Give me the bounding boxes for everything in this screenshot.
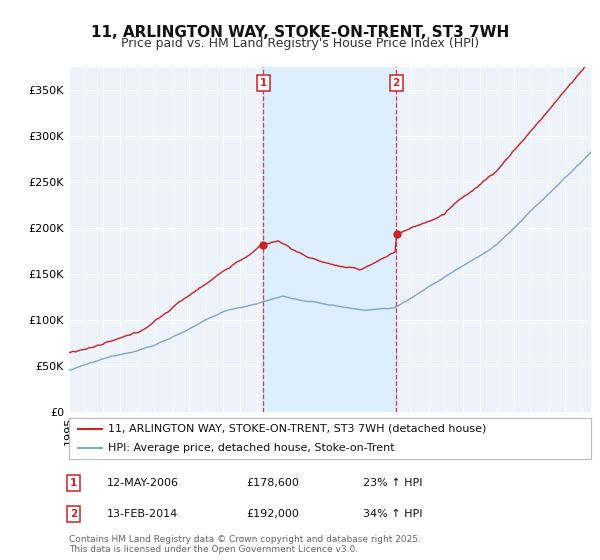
Bar bbox=[263, 67, 396, 412]
Text: 1: 1 bbox=[260, 78, 267, 88]
Text: 11, ARLINGTON WAY, STOKE-ON-TRENT, ST3 7WH (detached house): 11, ARLINGTON WAY, STOKE-ON-TRENT, ST3 7… bbox=[108, 424, 487, 434]
Text: £178,600: £178,600 bbox=[246, 478, 299, 488]
Text: HPI: Average price, detached house, Stoke-on-Trent: HPI: Average price, detached house, Stok… bbox=[108, 443, 395, 453]
Text: 2: 2 bbox=[70, 509, 77, 519]
Text: Price paid vs. HM Land Registry's House Price Index (HPI): Price paid vs. HM Land Registry's House … bbox=[121, 36, 479, 50]
Text: 2: 2 bbox=[392, 78, 400, 88]
Text: 23% ↑ HPI: 23% ↑ HPI bbox=[363, 478, 422, 488]
Text: 34% ↑ HPI: 34% ↑ HPI bbox=[363, 509, 422, 519]
Text: 11, ARLINGTON WAY, STOKE-ON-TRENT, ST3 7WH: 11, ARLINGTON WAY, STOKE-ON-TRENT, ST3 7… bbox=[91, 25, 509, 40]
Text: 12-MAY-2006: 12-MAY-2006 bbox=[107, 478, 179, 488]
Text: Contains HM Land Registry data © Crown copyright and database right 2025.
This d: Contains HM Land Registry data © Crown c… bbox=[69, 535, 421, 554]
Text: £192,000: £192,000 bbox=[246, 509, 299, 519]
Text: 1: 1 bbox=[70, 478, 77, 488]
Text: 13-FEB-2014: 13-FEB-2014 bbox=[107, 509, 178, 519]
